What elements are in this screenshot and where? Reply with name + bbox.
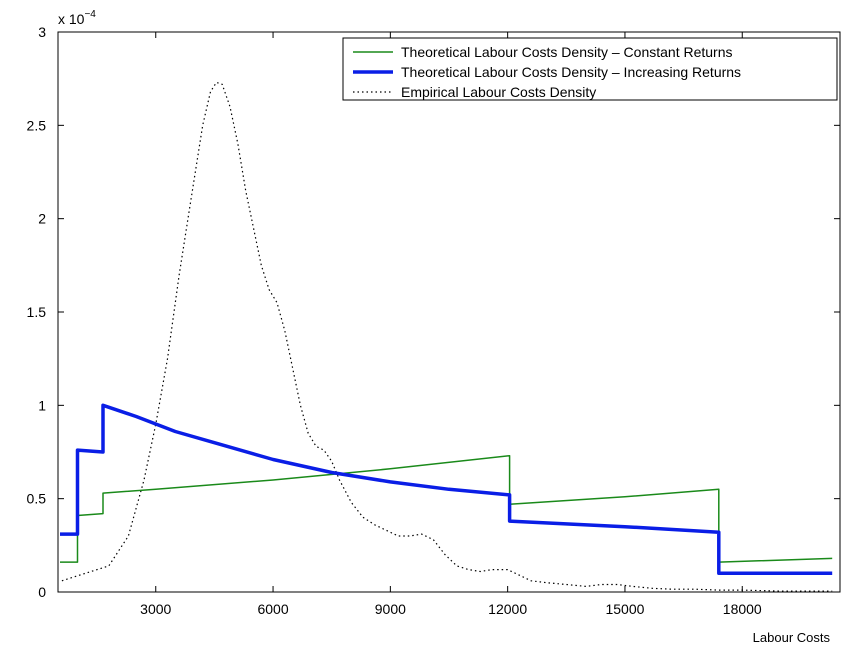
legend-label-0: Theoretical Labour Costs Density – Const… [401,44,733,60]
series-line-1 [60,403,833,576]
y-scale-base: x 10 [58,11,85,27]
plot-area [57,31,841,593]
y-scale-label: x 10−4 [58,9,96,27]
y-scale-exponent: −4 [84,9,96,20]
legend-label-1: Theoretical Labour Costs Density – Incre… [401,64,741,80]
series-line-0 [60,454,833,563]
x-tick-label: 9000 [375,601,406,617]
legend-label-2: Empirical Labour Costs Density [401,84,596,100]
legend: Theoretical Labour Costs Density – Const… [342,37,838,101]
x-tick-label: 15000 [605,601,644,617]
x-tick-label: 3000 [140,601,171,617]
y-axis: 0 0.5 1 1.5 2 2.5 3 [27,24,840,600]
y-tick-label: 2.5 [27,117,47,133]
y-tick-label: 0 [38,584,46,600]
x-tick-label: 12000 [488,601,527,617]
y-tick-label: 1.5 [27,304,47,320]
y-tick-label: 2 [38,211,46,227]
y-tick-label: 3 [38,24,46,40]
legend-entries: Theoretical Labour Costs Density – Const… [353,44,741,100]
x-axis-title: Labour Costs [753,630,831,645]
series-layer [60,81,833,592]
x-tick-label: 18000 [723,601,762,617]
y-tick-label: 1 [38,397,46,413]
y-tick-label: 0.5 [27,491,47,507]
series-line-2 [61,81,833,592]
x-axis: 3000 6000 9000 12000 15000 18000 [140,32,762,617]
legend-box [342,37,838,101]
x-tick-label: 6000 [257,601,288,617]
